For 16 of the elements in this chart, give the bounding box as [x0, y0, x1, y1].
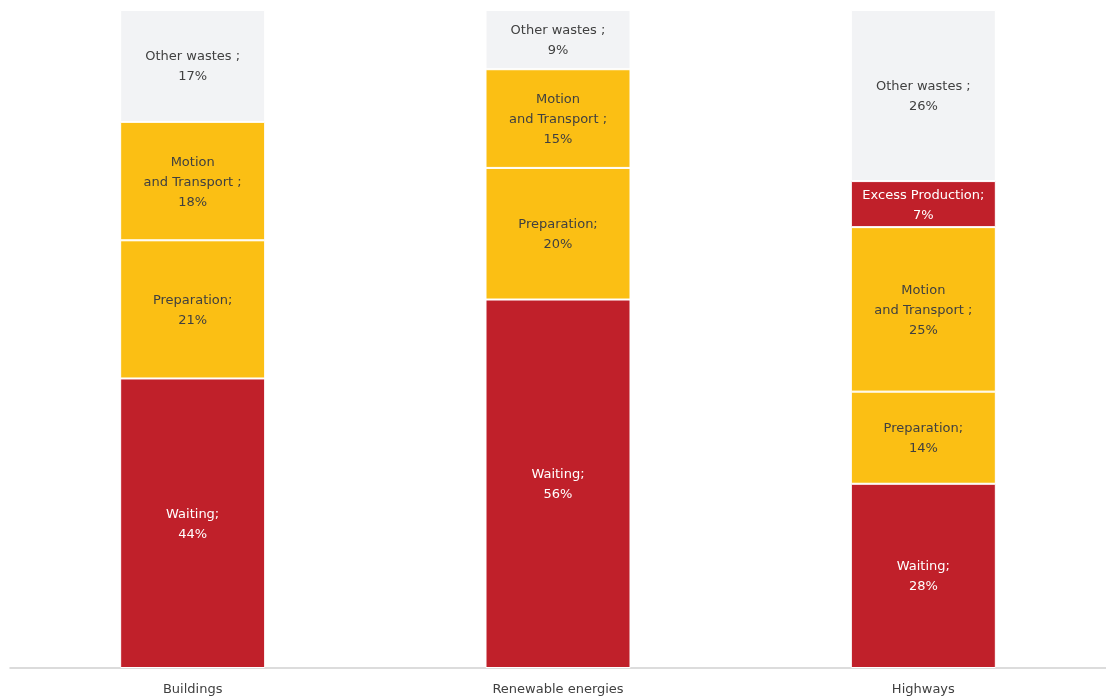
x-tick-label: Highways: [891, 681, 956, 696]
data-label: Waiting; 44%: [166, 505, 220, 541]
x-tick-label: Buildings: [162, 681, 223, 696]
data-label: Waiting; 28%: [896, 558, 950, 594]
data-label: Other wastes ; 17%: [145, 48, 241, 84]
data-label: Preparation; 21%: [152, 291, 233, 327]
data-label: Preparation; 20%: [518, 216, 598, 252]
data-label: Other wastes ; 9%: [510, 22, 606, 58]
x-tick-label: Renewable energies: [492, 681, 624, 696]
data-label: Waiting; 56%: [531, 466, 585, 502]
data-label: Motion and Transport ; 15%: [508, 91, 608, 147]
data-label: Other wastes ; 26%: [875, 78, 971, 114]
data-label: Preparation; 14%: [883, 420, 964, 456]
data-label: Excess Production; 7%: [862, 186, 985, 222]
data-label: Motion and Transport ; 25%: [874, 281, 973, 337]
data-label: Motion and Transport ; 18%: [143, 153, 242, 209]
